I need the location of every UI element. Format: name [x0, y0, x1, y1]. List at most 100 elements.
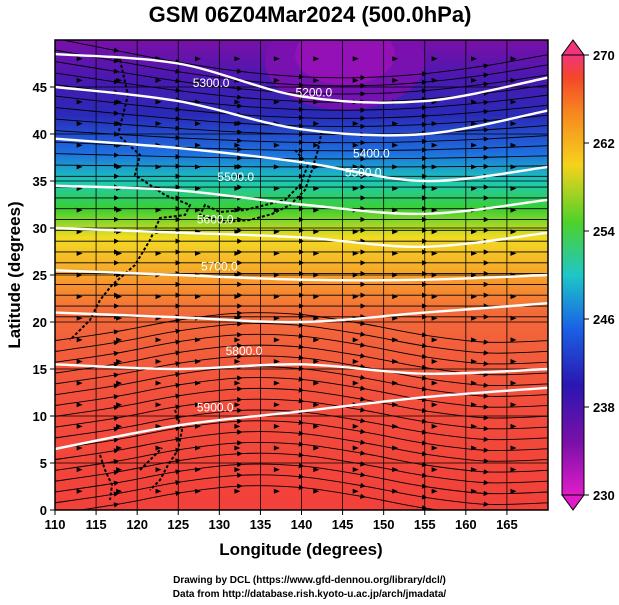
colorbar-tick-label: 262	[593, 136, 615, 151]
wind-arrow	[234, 164, 241, 170]
wind-arrow	[76, 445, 83, 451]
wind-arrow	[471, 315, 478, 321]
wind-arrow	[471, 99, 478, 105]
wind-arrow	[313, 250, 320, 256]
wind-arrow	[313, 272, 320, 278]
wind-arrow	[431, 337, 438, 343]
y-tick-label: 5	[40, 456, 47, 471]
wind-arrow	[471, 402, 478, 408]
wind-arrow	[76, 250, 83, 256]
wind-arrow	[471, 294, 478, 300]
x-tick-label: 125	[167, 517, 189, 532]
y-tick-label: 0	[40, 503, 47, 518]
x-tick-label: 160	[455, 517, 477, 532]
wind-arrow	[471, 380, 478, 386]
wind-arrow	[352, 186, 359, 192]
contour-label: 5400.0	[353, 147, 390, 161]
wind-arrow	[510, 121, 517, 127]
colorbar-tick-label: 230	[593, 488, 615, 503]
wind-arrow	[116, 294, 123, 300]
wind-arrow	[234, 272, 241, 278]
wind-arrow	[76, 99, 83, 105]
x-tick-label: 145	[332, 517, 354, 532]
wind-arrow	[471, 488, 478, 494]
wind-arrow	[273, 186, 280, 192]
wind-arrow	[76, 77, 83, 83]
wind-arrow	[155, 467, 162, 473]
wind-arrow	[194, 142, 201, 148]
wind-arrow	[234, 250, 241, 256]
wind-arrow	[234, 142, 241, 148]
wind-arrow	[234, 445, 241, 451]
y-axis-ticks: 0 5 10 15 20 25 30 35 40 45	[33, 80, 55, 518]
wind-arrow	[234, 121, 241, 127]
contour-line	[55, 269, 548, 282]
contour-line	[55, 363, 548, 375]
wind-arrow	[510, 229, 517, 235]
contour-line	[55, 184, 548, 216]
wind-arrow	[155, 423, 162, 429]
wind-arrow	[273, 207, 280, 213]
wind-arrow	[313, 229, 320, 235]
wind-arrow	[392, 358, 399, 364]
wind-arrow	[234, 467, 241, 473]
x-tick-label: 135	[250, 517, 272, 532]
wind-arrow	[510, 142, 517, 148]
wind-arrow	[392, 467, 399, 473]
colorbar: 270 262 254 246 238 230	[561, 39, 615, 511]
wind-arrow	[116, 164, 123, 170]
wind-arrow	[392, 315, 399, 321]
x-tick-label: 115	[86, 517, 107, 532]
wind-arrow	[155, 77, 162, 83]
y-axis-label: Latitude (degrees)	[5, 201, 24, 348]
wind-arrow	[273, 488, 280, 494]
credit-data: Data from http://database.rish.kyoto-u.a…	[172, 589, 447, 600]
wind-arrow	[76, 164, 83, 170]
wind-arrow	[392, 294, 399, 300]
x-tick-label: 120	[126, 517, 148, 532]
wind-arrow	[431, 229, 438, 235]
wind-arrow	[510, 380, 517, 386]
wind-arrow	[510, 315, 517, 321]
wind-arrow	[510, 207, 517, 213]
wind-arrow	[392, 423, 399, 429]
wind-arrow	[352, 77, 359, 83]
wind-arrow	[471, 423, 478, 429]
wind-arrow	[510, 164, 517, 170]
wind-arrow	[510, 423, 517, 429]
wind-arrow	[273, 164, 280, 170]
wind-arrow	[273, 142, 280, 148]
wind-arrow	[155, 488, 162, 494]
credit-drawing: Drawing by DCL (https://www.gfd-dennou.o…	[173, 575, 446, 586]
y-tick-label: 30	[33, 221, 47, 236]
wind-arrow	[234, 423, 241, 429]
wind-arrow	[234, 358, 241, 364]
wind-arrow	[431, 142, 438, 148]
cold-core-center	[295, 40, 395, 85]
contour-line	[55, 52, 548, 104]
wind-arrow	[273, 250, 280, 256]
wind-arrow	[194, 358, 201, 364]
wind-arrow	[313, 423, 320, 429]
wind-arrow	[273, 423, 280, 429]
wind-arrow	[76, 207, 83, 213]
wind-arrow	[194, 380, 201, 386]
wind-arrow	[116, 250, 123, 256]
wind-arrow	[510, 186, 517, 192]
wind-arrow	[510, 488, 517, 494]
wind-arrow	[392, 207, 399, 213]
wind-arrow	[352, 488, 359, 494]
wind-arrow	[431, 207, 438, 213]
wind-arrow	[431, 358, 438, 364]
wind-arrow	[273, 229, 280, 235]
wind-arrow	[76, 402, 83, 408]
wind-arrow	[510, 56, 517, 62]
wind-arrow	[116, 337, 123, 343]
wind-arrow	[194, 56, 201, 62]
x-axis-ticks: 110 115 120 125 130 135 140 145 150 155 160 165	[45, 510, 518, 532]
wind-arrow	[76, 272, 83, 278]
wind-arrow	[194, 164, 201, 170]
wind-arrow	[313, 207, 320, 213]
wind-arrow	[194, 207, 201, 213]
